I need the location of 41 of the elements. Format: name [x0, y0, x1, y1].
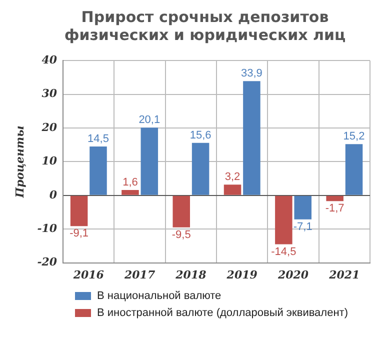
bar	[275, 196, 292, 244]
data-label: 20,1	[138, 114, 160, 126]
data-label: -7,1	[293, 220, 312, 233]
x-tick-label: 2017	[123, 268, 156, 282]
y-tick-label: 30	[42, 87, 58, 100]
bar	[345, 144, 363, 195]
data-label: -9,5	[172, 228, 191, 241]
data-label: -9,1	[70, 228, 89, 240]
bar	[140, 128, 158, 195]
x-tick-label: 2018	[174, 268, 207, 282]
data-label: -1,7	[325, 202, 344, 215]
legend-label: В национальной валюте	[97, 290, 222, 302]
data-label: 3,2	[224, 171, 240, 184]
data-label: 15,2	[343, 130, 365, 143]
bar	[172, 196, 190, 228]
y-tick-label: 10	[42, 154, 58, 168]
data-label: 33,9	[240, 68, 262, 80]
x-tick-label: 2021	[328, 268, 360, 282]
data-label: 15,6	[190, 129, 212, 142]
x-tick-label: 2020	[276, 268, 309, 282]
bar	[90, 146, 107, 195]
y-axis-title: Проценты	[13, 126, 26, 199]
y-tick-label: 0	[49, 188, 58, 202]
data-label: 1,6	[122, 176, 138, 189]
y-tick-label: 40	[42, 53, 58, 66]
bar	[224, 184, 242, 195]
bar	[243, 81, 260, 195]
bar	[192, 142, 210, 195]
bar	[70, 196, 88, 226]
data-label: -14,5	[271, 246, 296, 258]
y-tick-label: -10	[37, 222, 58, 235]
data-label: 14,5	[88, 133, 109, 146]
bar	[326, 196, 344, 202]
y-tick-label: -20	[37, 256, 58, 269]
bar	[122, 190, 139, 195]
x-tick-label: 2019	[226, 268, 258, 282]
legend-label: В иностранной валюте (долларовый эквивалент)	[97, 307, 348, 319]
chart-title: Прирост срочных депозитов физических и юридических лиц	[63, 8, 347, 44]
y-tick-label: 20	[40, 120, 58, 134]
x-tick-label: 2016	[72, 268, 104, 282]
bar	[294, 196, 312, 220]
